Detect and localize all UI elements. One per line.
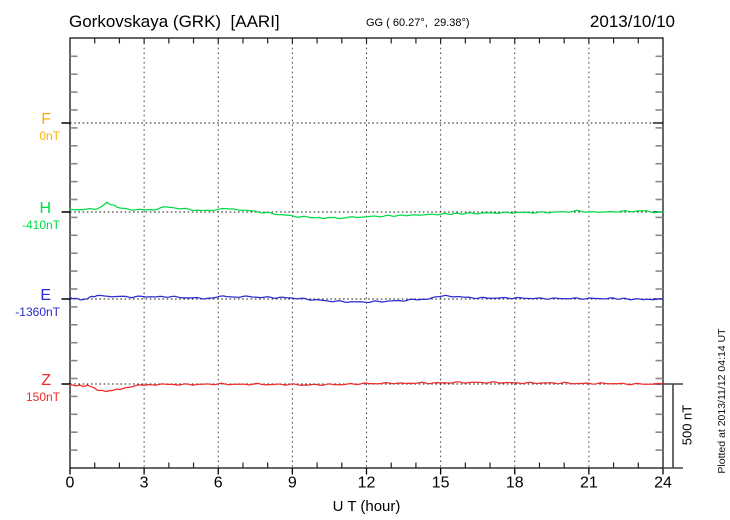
trace-E xyxy=(69,294,664,304)
trace-Z xyxy=(69,381,664,393)
scale-bar-label: 500 nT xyxy=(679,404,695,446)
x-tick-label-12: 12 xyxy=(358,475,376,492)
x-tick-label-9: 9 xyxy=(288,475,297,492)
x-tick-label-15: 15 xyxy=(432,475,450,492)
x-tick-label-6: 6 xyxy=(214,475,223,492)
trace-H xyxy=(69,201,664,220)
x-tick-label-24: 24 xyxy=(654,475,672,492)
date-label: 2013/10/10 xyxy=(589,12,675,31)
station-title: Gorkovskaya (GRK) [AARI] xyxy=(69,12,280,31)
x-tick-label-0: 0 xyxy=(66,475,75,492)
plotted-note: Plotted at 2013/11/12 04:14 UT xyxy=(716,328,728,474)
coordinates-label: GG ( 60.27°, 29.38°) xyxy=(366,17,470,29)
x-axis-title: U T (hour) xyxy=(332,498,401,515)
x-tick-label-18: 18 xyxy=(506,475,524,492)
x-tick-label-21: 21 xyxy=(580,475,598,492)
x-tick-label-3: 3 xyxy=(140,475,149,492)
